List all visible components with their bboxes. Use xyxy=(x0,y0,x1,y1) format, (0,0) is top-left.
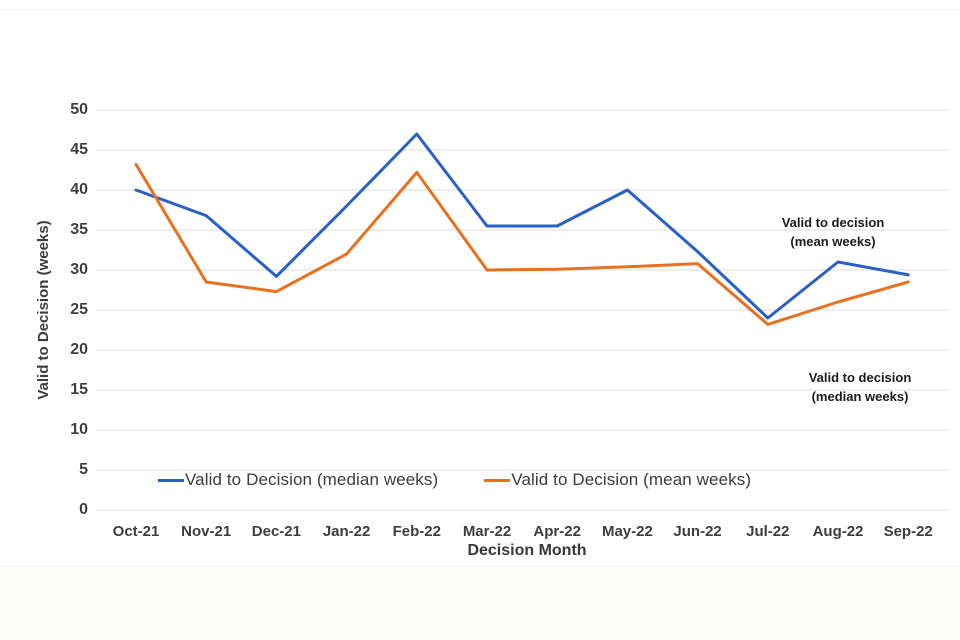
y-tick-label: 45 xyxy=(70,141,88,158)
x-tick-label: Dec-21 xyxy=(251,523,301,540)
y-tick-label: 50 xyxy=(70,101,88,118)
figure-bottom-edge xyxy=(0,566,960,567)
legend: Valid to Decision (median weeks) Valid t… xyxy=(158,470,751,490)
mean-line-swatch xyxy=(484,478,511,482)
legend-item-mean: Valid to Decision (mean weeks) xyxy=(484,470,751,490)
annotation-mean-line1: Valid to decision xyxy=(781,215,885,230)
mean-series-line xyxy=(134,162,910,326)
x-tick-label: Sep-22 xyxy=(883,523,933,540)
page-bottom-strip xyxy=(0,567,960,640)
median-series-line xyxy=(134,132,910,320)
figure-top-edge xyxy=(0,9,960,10)
x-tick-label: May-22 xyxy=(601,523,653,540)
y-tick-label: 40 xyxy=(70,181,88,198)
gridlines xyxy=(97,109,947,511)
annotation-median-line1: Valid to decision xyxy=(808,370,912,385)
annotation-mean-line2: (mean weeks) xyxy=(790,234,876,249)
y-tick-label: 35 xyxy=(70,221,88,238)
annotation-mean: Valid to decision (mean weeks) xyxy=(743,213,923,251)
y-tick-label: 5 xyxy=(79,461,88,478)
x-tick-label: Aug-22 xyxy=(812,523,864,540)
y-tick-label: 25 xyxy=(70,301,88,318)
x-axis-title: Decision Month xyxy=(467,542,587,559)
y-tick-label: 30 xyxy=(70,261,88,278)
legend-label-mean: Valid to Decision (mean weeks) xyxy=(511,470,752,489)
y-tick-label: 10 xyxy=(70,421,88,438)
y-tick-label: 15 xyxy=(70,381,88,398)
median-line-swatch xyxy=(158,478,184,482)
x-tick-label: Jan-22 xyxy=(322,523,371,540)
x-tick-label: Oct-21 xyxy=(112,523,160,540)
legend-item-median: Valid to Decision (median weeks) xyxy=(158,470,438,490)
annotation-median: Valid to decision (median weeks) xyxy=(770,368,950,406)
legend-label-median: Valid to Decision (median weeks) xyxy=(185,470,439,489)
annotation-median-line2: (median weeks) xyxy=(811,389,909,404)
x-tick-label: Nov-21 xyxy=(181,523,232,540)
x-tick-label: Jun-22 xyxy=(673,523,722,540)
x-tick-label: Feb-22 xyxy=(392,523,441,540)
x-tick-label: Jul-22 xyxy=(746,523,790,540)
y-tick-label: 20 xyxy=(70,341,88,358)
y-tick-label: 0 xyxy=(79,501,88,518)
x-tick-label: Apr-22 xyxy=(533,523,581,540)
x-tick-label: Mar-22 xyxy=(462,523,512,540)
